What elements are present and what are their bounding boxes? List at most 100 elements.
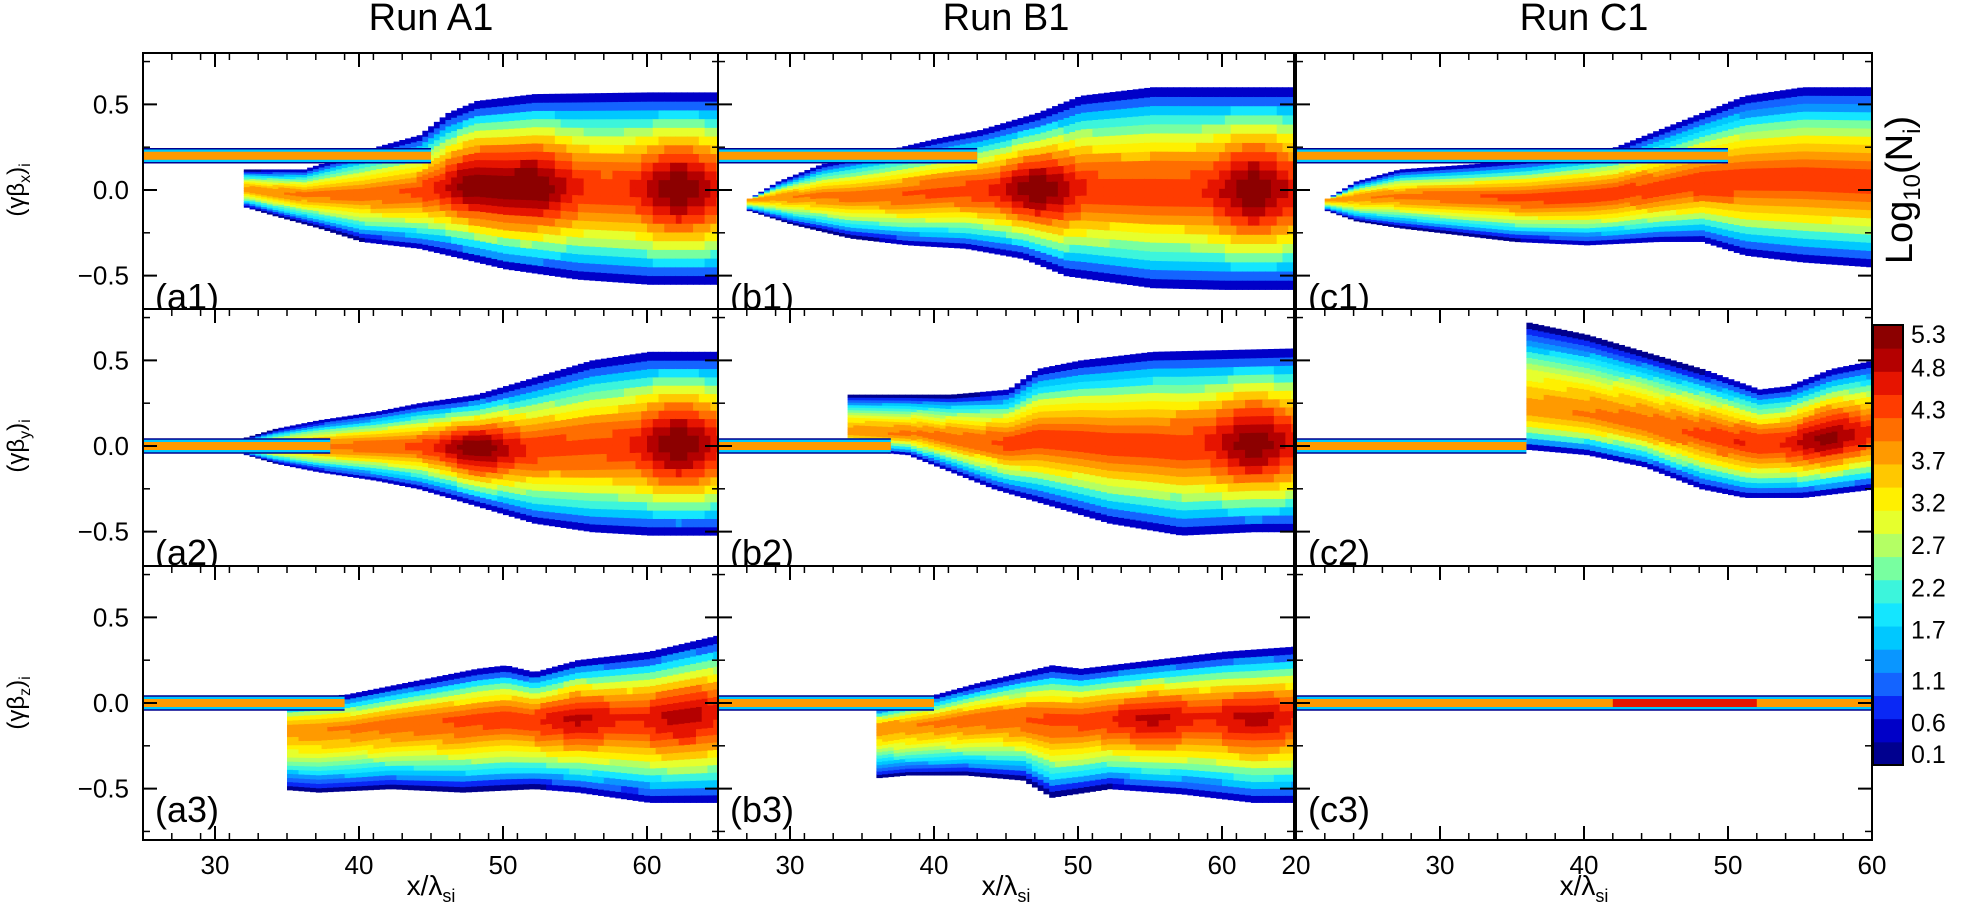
x-axis-label-c: x/λsi [1560,870,1609,906]
x-label-main: x/λ [407,870,443,901]
colorbar-tick-label: 0.6 [1911,710,1946,738]
x-axis-label-b: x/λsi [982,870,1031,906]
y-label-sub: x [17,175,34,183]
beam-core [143,699,345,707]
panel-b2: (b2) [717,308,1295,584]
y-axis-label-x: (γβx)i [3,163,34,216]
colorbar-swatch [1873,348,1903,372]
colorbar-tick-label: 4.3 [1911,397,1946,425]
colorbar-swatch [1873,695,1903,720]
panel-a2: −0.50.00.5(a2) [78,308,720,584]
beam-hot-spot [1670,699,1757,707]
beam-core [718,699,934,707]
beam-core [718,442,891,450]
x-axis-label-a: x/λsi [407,870,456,906]
colorbar-swatch [1873,579,1903,604]
density-map [718,646,1294,803]
colorbar-tick-label: 4.8 [1911,354,1946,382]
colorbar-title-title-sub2: i [1899,129,1926,134]
colorbar-swatch [1873,394,1903,419]
y-label-close: ) [3,423,30,431]
colorbar-swatch [1873,626,1903,650]
x-label-main: x/λ [982,870,1018,901]
colorbar-title-title-sub: 10 [1899,174,1926,201]
density-map [143,351,719,536]
y-tick-label: 0.0 [93,688,129,718]
x-tick-label: 40 [345,850,374,880]
colorbar-swatch [1873,371,1903,395]
y-label-close: ) [3,167,30,175]
panel-c1: (c1) [1295,52,1873,328]
colorbar-title: Log10(Ni) [1879,116,1926,264]
panel-label-c3: (c3) [1308,789,1370,830]
density-map [1296,87,1872,268]
y-tick-label: 0.0 [93,431,129,461]
y-tick-label: 0.5 [93,345,129,375]
y-tick-label: −0.5 [78,517,129,547]
beam-hot-spot [1612,699,1700,707]
colorbar-tick-label: 1.7 [1911,617,1946,645]
y-tick-label: 0.5 [93,602,129,632]
x-label-sub: si [442,886,455,906]
y-tick-label: 0.5 [93,89,129,119]
colorbar-tick-label: 5.3 [1911,321,1946,349]
x-tick-label: 30 [776,850,805,880]
colorbar-swatch [1873,510,1903,534]
panel-a3: −0.5 0.0 0.5 30 40 50 60 (a3) [78,565,720,880]
beam-core [1296,151,1728,160]
y-label-main: (γβ [3,183,30,217]
colorbar-swatch [1873,325,1903,349]
colorbar-frame [1872,324,1904,766]
panel-label-a3: (a3) [155,789,219,830]
beam-core [143,442,331,450]
beam-core [1296,442,1527,450]
colorbar: 5.3 4.8 4.3 3.7 3.2 2.7 2.2 1.7 1.1 0.6 0.1 [1872,321,1946,769]
density-map [718,348,1294,536]
x-tick-label: 60 [1858,850,1887,880]
y-label-outer-sub: i [17,163,34,167]
y-label-outer-sub: i [17,676,34,680]
panel-c3: 20 30 40 50 60 (c3) [1282,565,1887,880]
x-label-sub: si [1595,886,1608,906]
colorbar-tick-label: 3.7 [1911,447,1946,475]
colorbar-tick-label: 2.7 [1911,532,1946,560]
colorbar-swatch [1873,463,1903,488]
beam-core [1296,699,1872,707]
colorbar-tick-label: 2.2 [1911,574,1946,602]
colorbar-swatch [1873,602,1903,627]
x-tick-label: 20 [1282,850,1311,880]
beam-core [718,151,978,160]
y-label-main: (γβ [3,696,30,730]
panel-a1: −0.50.00.5(a1) [78,52,720,328]
panel-b3: 30 40 50 60 (b3) [717,565,1295,880]
panel-b1: (b1) [717,52,1295,328]
y-label-close: ) [3,680,30,688]
colorbar-title-title-main: Log [1879,201,1921,264]
colorbar-swatch [1873,649,1903,673]
x-tick-label: 50 [1714,850,1743,880]
x-tick-label: 60 [633,850,662,880]
colorbar-swatch [1873,672,1903,697]
x-tick-label: 40 [920,850,949,880]
density-map [143,92,719,285]
colorbar-swatch [1873,533,1903,558]
y-axis-label-z: (γβz)i [3,676,34,729]
y-label-outer-sub: i [17,419,34,423]
y-tick-label: 0.0 [93,175,129,205]
colorbar-swatch [1873,556,1903,581]
x-tick-label: 50 [489,850,518,880]
y-tick-label: −0.5 [78,261,129,291]
x-tick-label: 30 [1426,850,1455,880]
colorbar-swatch [1873,741,1903,766]
column-title-a: Run A1 [369,0,494,39]
density-map [718,87,1294,290]
colorbar-swatch [1873,487,1903,511]
column-title-b: Run B1 [943,0,1070,39]
x-tick-label: 40 [1570,850,1599,880]
colorbar-tick-label: 1.1 [1911,667,1946,695]
colorbar-swatch [1873,417,1903,442]
colorbar-tick-label: 0.1 [1911,741,1946,769]
x-tick-label: 30 [201,850,230,880]
x-tick-label: 60 [1208,850,1237,880]
